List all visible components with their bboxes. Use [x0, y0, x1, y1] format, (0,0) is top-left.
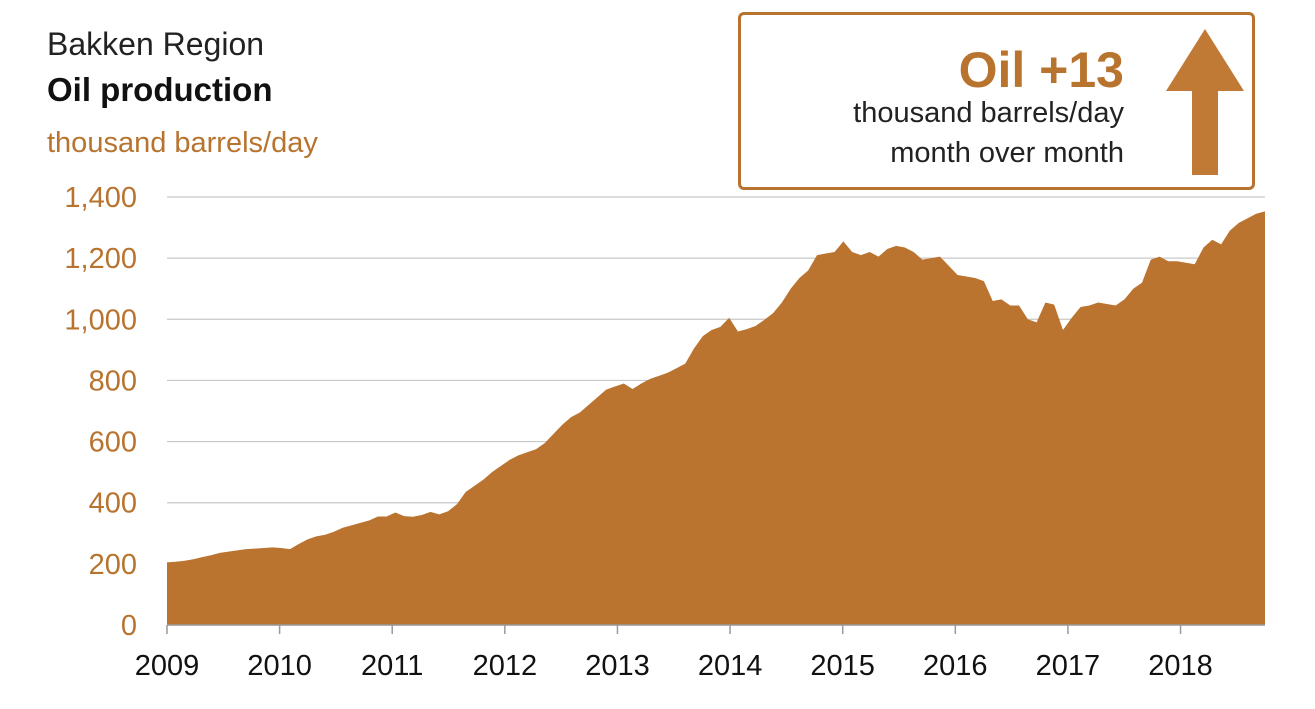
- callout-period: month over month: [890, 137, 1124, 169]
- callout-headline: Oil +13: [958, 42, 1124, 98]
- units-label: thousand barrels/day: [47, 127, 318, 159]
- x-tick-label: 2013: [585, 650, 650, 682]
- chart-title-block: Bakken Region Oil production thousand ba…: [47, 22, 318, 172]
- y-tick-label: 200: [89, 549, 137, 581]
- x-tick-label: 2010: [247, 650, 312, 682]
- y-tick-label: 400: [89, 488, 137, 520]
- x-tick-label: 2017: [1036, 650, 1101, 682]
- metric-title: Oil production: [47, 71, 273, 108]
- y-tick-label: 1,200: [64, 243, 137, 275]
- y-tick-label: 600: [89, 427, 137, 459]
- y-tick-label: 0: [121, 610, 137, 642]
- x-tick-label: 2011: [361, 650, 423, 682]
- y-tick-label: 1,000: [64, 304, 137, 336]
- x-tick-label: 2014: [698, 650, 763, 682]
- change-callout: Oil +13 thousand barrels/day month over …: [738, 12, 1255, 190]
- x-tick-label: 2015: [810, 650, 875, 682]
- callout-units: thousand barrels/day: [853, 97, 1124, 129]
- region-title: Bakken Region: [47, 26, 265, 62]
- x-tick-label: 2016: [923, 650, 988, 682]
- oil-production-area: [167, 211, 1265, 625]
- x-tick-label: 2012: [473, 650, 538, 682]
- x-tick-label: 2018: [1148, 650, 1213, 682]
- up-arrow-icon: [1166, 29, 1244, 175]
- y-tick-label: 800: [89, 365, 137, 397]
- x-tick-label: 2009: [135, 650, 200, 682]
- y-tick-label: 1,400: [64, 182, 137, 214]
